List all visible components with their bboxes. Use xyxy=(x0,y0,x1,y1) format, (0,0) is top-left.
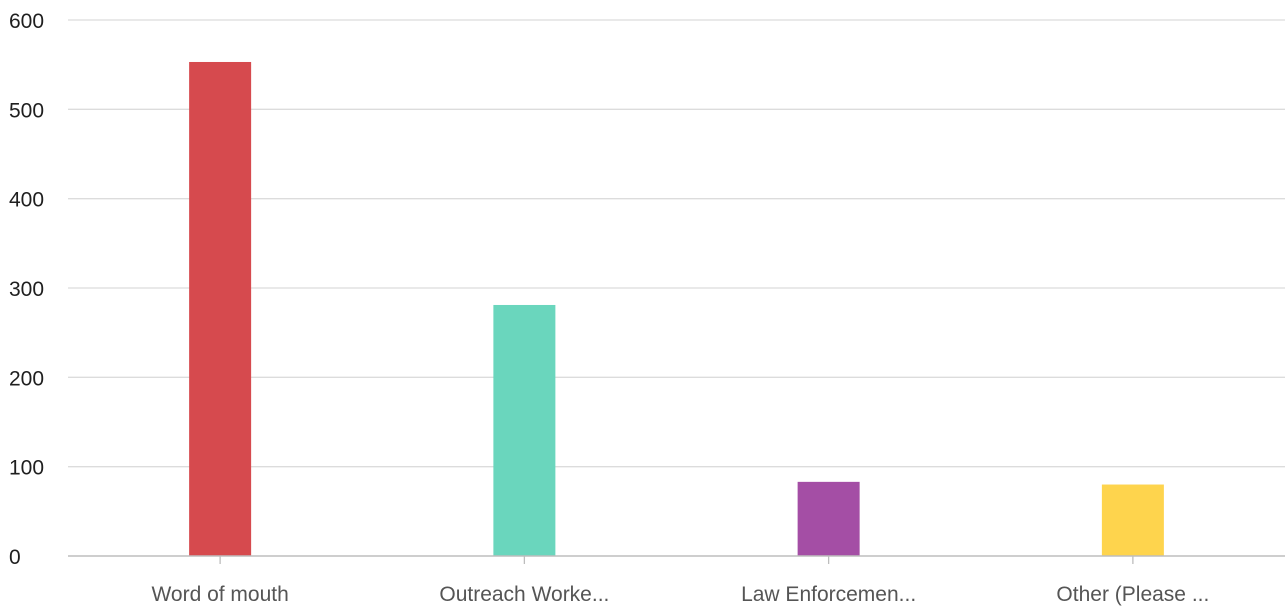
y-tick-label-300: 300 xyxy=(9,278,44,301)
x-tick-label-0: Word of mouth xyxy=(151,583,288,606)
gridlines xyxy=(68,19,1285,468)
y-axis: 0 100 200 300 400 500 600 xyxy=(9,10,44,569)
bar-3 xyxy=(1101,484,1164,556)
y-tick-label-600: 600 xyxy=(9,10,44,33)
bar-1 xyxy=(493,304,556,556)
bar-0 xyxy=(189,61,252,557)
x-tick-label-3: Other (Please ... xyxy=(1056,583,1209,606)
x-tick-label-1: Outreach Worke... xyxy=(439,583,609,606)
y-tick-label-0: 0 xyxy=(9,546,21,569)
bars xyxy=(189,61,1164,557)
bar-2 xyxy=(797,481,860,556)
y-tick-label-100: 100 xyxy=(9,457,44,480)
x-tick-label-2: Law Enforcemen... xyxy=(741,583,916,606)
y-tick-label-200: 200 xyxy=(9,367,44,390)
y-tick-label-400: 400 xyxy=(9,189,44,212)
x-axis-labels: Word of mouth Outreach Worke... Law Enforc… xyxy=(151,583,1209,606)
x-axis xyxy=(68,555,1285,564)
y-tick-label-500: 500 xyxy=(9,99,44,122)
